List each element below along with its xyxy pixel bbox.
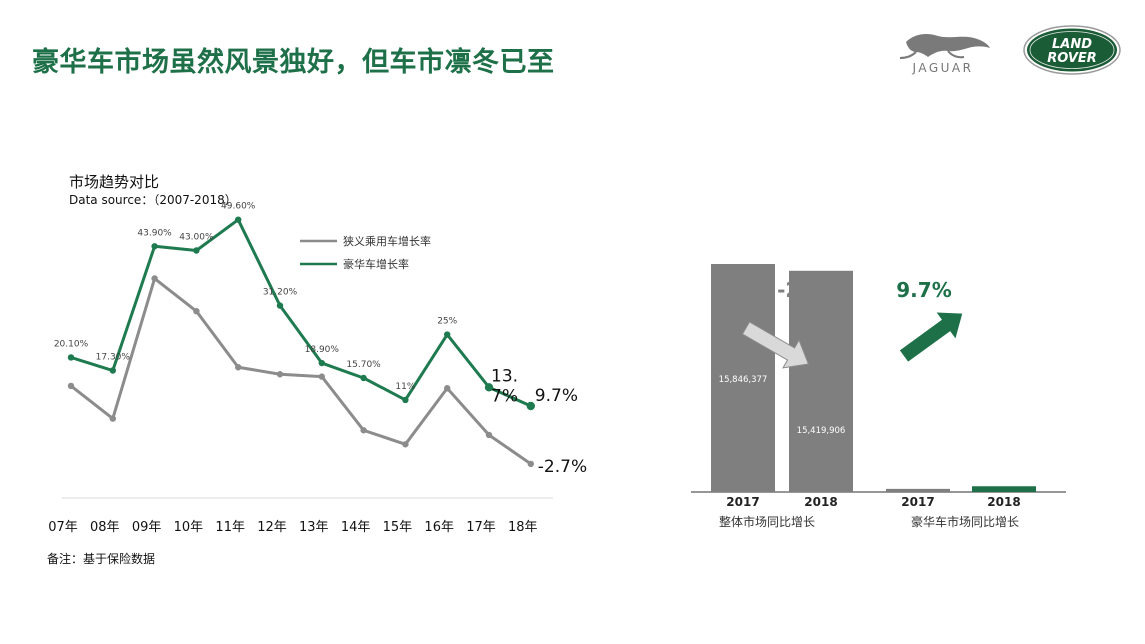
land-rover-wordmark-top: LAND <box>1052 37 1092 52</box>
group-label: 整体市场同比增长 <box>719 514 815 529</box>
series-line-green <box>70 218 532 408</box>
data-label-17: 13. 7% <box>491 366 518 406</box>
data-label: 17.30% <box>96 353 131 363</box>
point-green <box>67 354 75 361</box>
point-gray <box>360 427 367 434</box>
point-gray <box>485 431 493 439</box>
x-tick-label: 17年 <box>466 520 496 535</box>
x-tick-label: 14年 <box>341 520 371 535</box>
page-title: 豪华车市场虽然风景独好，但车市凛冬已至 <box>32 47 555 78</box>
data-label: 43.00% <box>179 232 214 242</box>
bar <box>972 486 1036 492</box>
point-green <box>109 367 117 374</box>
jaguar-wordmark: JAGUAR <box>912 61 974 75</box>
point-green <box>318 359 325 367</box>
jaguar-leaper-icon <box>906 34 990 57</box>
line-chart: 狭义乘用车增长率 豪华车增长率 07年 08年 09年 10年 11年 12年 13年 14年… <box>48 202 587 535</box>
x-tick-label: 13年 <box>299 520 329 535</box>
bar-value-label: 15,419,906 <box>797 426 846 436</box>
data-label-18: 9.7% <box>535 386 578 406</box>
legend: 狭义乘用车增长率 豪华车增长率 <box>300 234 431 271</box>
land-rover-logo: LAND ROVER <box>1023 25 1121 75</box>
point-gray <box>151 275 158 282</box>
bar-value-label: 15,846,377 <box>719 375 768 385</box>
chart-subtitle: 市场趋势对比 <box>69 173 160 191</box>
data-label: 31.20% <box>263 288 298 298</box>
series-line-gray <box>70 277 532 466</box>
point-gray <box>318 373 325 380</box>
data-label: 11% <box>395 382 415 392</box>
bar <box>886 488 950 492</box>
point-gray <box>276 371 284 378</box>
point-green <box>193 247 200 254</box>
data-label: 18.90% <box>305 345 340 355</box>
bar-category-label: 2017 <box>726 495 759 509</box>
up-arrow-icon <box>899 312 963 362</box>
point-green <box>402 396 409 404</box>
point-gray <box>402 441 409 448</box>
data-source: Data source：（2007-2018） <box>69 193 237 207</box>
x-tick-label: 18年 <box>508 520 538 535</box>
point-green <box>151 243 158 250</box>
bar <box>711 264 775 492</box>
point-green <box>444 331 451 338</box>
x-tick-label: 16年 <box>424 520 454 535</box>
x-tick-label: 15年 <box>383 520 413 535</box>
bar-category-label: 2017 <box>901 495 934 509</box>
footnote: 备注：基于保险数据 <box>47 552 156 566</box>
data-label-gray-end: -2.7% <box>538 457 587 477</box>
x-tick-label: 07年 <box>48 520 78 535</box>
bar-category-label: 2018 <box>987 495 1020 509</box>
point-green <box>276 302 284 309</box>
point-green <box>360 374 367 382</box>
point-green <box>526 401 535 411</box>
point-green <box>484 383 494 392</box>
change-label: -2.7% <box>777 278 841 302</box>
data-label: 49.60% <box>221 202 256 212</box>
land-rover-wordmark-bottom: ROVER <box>1047 51 1097 66</box>
bar <box>789 270 853 492</box>
point-gray <box>109 415 117 422</box>
data-label: 25% <box>437 317 457 327</box>
point-gray <box>527 460 534 468</box>
change-label: 9.7% <box>896 278 951 302</box>
bar-category-label: 2018 <box>804 495 837 509</box>
down-arrow-icon <box>741 321 810 369</box>
point-gray <box>193 308 200 315</box>
legend-label-green: 豪华车增长率 <box>343 257 409 271</box>
point-gray <box>444 385 451 392</box>
x-tick-label: 11年 <box>215 520 245 535</box>
x-tick-label: 10年 <box>174 520 204 535</box>
x-tick-label: 12年 <box>257 520 287 535</box>
group-label: 豪华车市场同比增长 <box>911 514 1019 529</box>
bar-value-label: 1,861,443 <box>982 378 1025 388</box>
data-label: 43.90% <box>137 228 172 238</box>
bar-value-label: 1,696,679 <box>896 426 939 436</box>
point-gray <box>235 364 242 371</box>
x-tick-label: 09年 <box>132 520 162 535</box>
point-green <box>235 216 242 223</box>
x-tick-label: 08年 <box>90 520 120 535</box>
point-gray <box>67 382 75 390</box>
legend-label-gray: 狭义乘用车增长率 <box>343 234 431 248</box>
data-label: 15.70% <box>346 360 381 370</box>
data-label: 20.10% <box>54 339 89 349</box>
jaguar-logo: JAGUAR <box>899 34 990 75</box>
